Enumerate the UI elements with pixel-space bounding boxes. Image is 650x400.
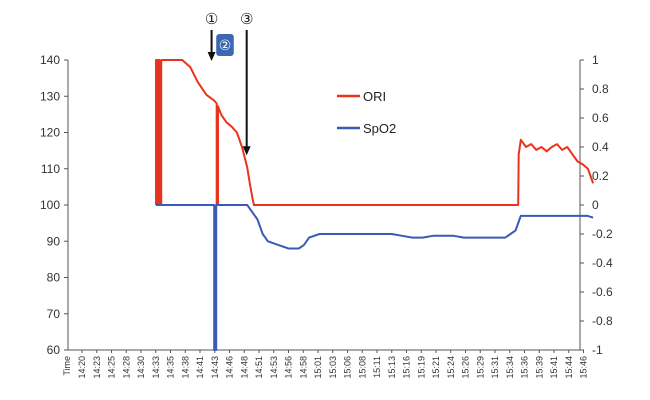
x-tick-label: 15:26 [461, 356, 471, 379]
x-tick-label: 14:56 [284, 356, 294, 379]
x-tick-label: 14:58 [298, 356, 308, 379]
left-tick-label: 60 [47, 343, 61, 357]
legend: ORI SpO2 [337, 89, 396, 136]
x-tick-label: 15:06 [343, 356, 353, 379]
legend-label-spo2: SpO2 [363, 121, 396, 136]
x-tick-label: 15:41 [549, 356, 559, 379]
right-y-axis-ticks: 1 0.8 0.6 0.4 0.2 0 -0.2 -0.4 -0.6 -0.8 -1 [580, 53, 613, 357]
x-tick-label: 15:34 [505, 356, 515, 379]
right-tick-label: -0.2 [592, 227, 613, 241]
series-line-spo2 [156, 204, 594, 351]
x-tick-label: 15:11 [372, 356, 382, 378]
x-tick-label: 15:39 [534, 356, 544, 379]
annotation-label: ① [205, 10, 218, 28]
right-tick-label: -0.4 [592, 256, 613, 270]
x-tick-label: 15:24 [446, 356, 456, 379]
right-tick-label: -1 [592, 343, 603, 357]
annotation-arrow-head [207, 52, 216, 61]
left-tick-label: 140 [40, 53, 60, 67]
left-tick-label: 130 [40, 89, 60, 103]
right-tick-label: -0.8 [592, 314, 613, 328]
x-tick-label: 14:33 [151, 356, 161, 379]
annotation-label: ③ [240, 10, 253, 28]
left-tick-label: 100 [40, 198, 60, 212]
left-tick-label: 120 [40, 126, 60, 140]
x-tick-label: 15:03 [328, 356, 338, 379]
right-tick-label: 0.4 [592, 140, 609, 154]
x-tick-label: 15:29 [475, 356, 485, 379]
x-tick-label: 15:19 [416, 356, 426, 379]
x-tick-label: 15:01 [313, 356, 323, 379]
left-y-axis-ticks: 140 130 120 110 100 90 80 70 60 [40, 53, 68, 357]
x-axis-ticks: Time 14:20 14:23 14:25 14:28 14:30 14:33 14:35 1… [62, 350, 589, 379]
x-tick-label: 14:48 [239, 356, 249, 379]
x-tick-label: 15:31 [490, 356, 500, 379]
x-tick-label: 15:44 [564, 356, 574, 379]
x-tick-label: 14:43 [210, 356, 220, 379]
x-tick-label: 14:30 [136, 356, 146, 379]
annotations: ①②③ [205, 10, 253, 156]
left-tick-label: 90 [47, 234, 61, 248]
left-tick-label: 110 [41, 162, 60, 176]
x-tick-label: 15:46 [579, 356, 589, 379]
legend-label-ori: ORI [363, 89, 386, 104]
x-tick-label: 14:46 [225, 356, 235, 379]
x-tick-label: 14:25 [107, 356, 117, 379]
x-tick-label: 14:53 [269, 356, 279, 379]
x-tick-label: 15:21 [431, 356, 441, 379]
annotation-arrow-head [242, 146, 251, 156]
x-tick-label: 14:23 [92, 356, 102, 379]
right-tick-label: 0.6 [592, 111, 609, 125]
x-tick-label: 14:38 [180, 356, 190, 379]
x-tick-label: 14:20 [77, 356, 87, 379]
right-tick-label: 0.2 [592, 169, 609, 183]
right-tick-label: 0.8 [592, 82, 609, 96]
x-tick-label: 14:28 [121, 356, 131, 379]
x-axis-label: Time [62, 356, 72, 376]
annotation-badge [216, 34, 234, 56]
right-tick-label: 1 [592, 53, 599, 67]
x-tick-label: 15:13 [387, 356, 397, 379]
x-tick-label: 15:36 [520, 356, 530, 379]
right-tick-label: 0 [592, 198, 599, 212]
x-tick-label: 15:08 [357, 356, 367, 379]
x-tick-label: 14:41 [195, 356, 205, 379]
right-tick-label: -0.6 [592, 285, 613, 299]
x-tick-label: 14:51 [254, 356, 264, 379]
annotation-label: ② [219, 38, 232, 54]
series-lines [155, 59, 595, 351]
left-tick-label: 80 [47, 271, 61, 285]
x-tick-label: 15:16 [402, 356, 412, 379]
x-tick-label: 14:35 [166, 356, 176, 379]
left-tick-label: 70 [47, 307, 61, 321]
